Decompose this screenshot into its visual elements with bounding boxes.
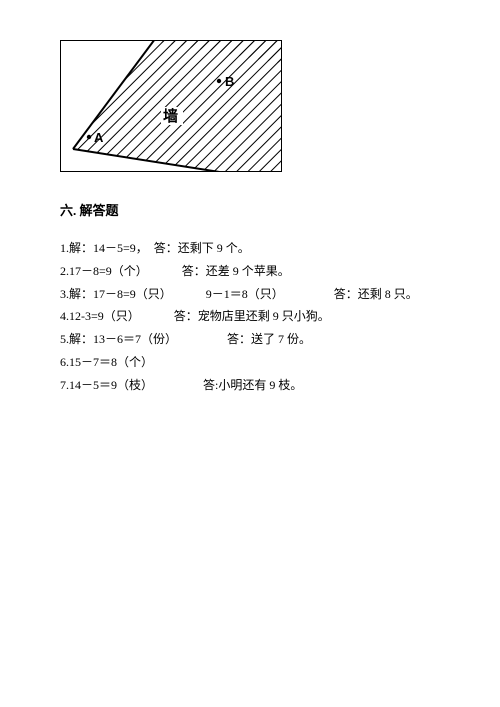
a1-ans: 答：还剩下 9 个。 xyxy=(154,241,250,255)
point-a-dot xyxy=(87,135,91,139)
a2-ans: 答：还差 9 个苹果。 xyxy=(182,264,290,278)
point-b-dot xyxy=(217,79,221,83)
geometry-figure: A B 墙 xyxy=(60,40,282,172)
a2-expr: 2.17－8=9（个） xyxy=(60,264,148,278)
a4-expr: 4.12-3=9（只） xyxy=(60,309,140,323)
a5-ans: 答：送了 7 份。 xyxy=(227,332,311,346)
answers-block: 1.解：14－5=9， 答：还剩下 9 个。 2.17－8=9（个） 答：还差 9… xyxy=(60,237,440,397)
answer-4: 4.12-3=9（只） 答：宠物店里还剩 9 只小狗。 xyxy=(60,305,440,328)
answer-1: 1.解：14－5=9， 答：还剩下 9 个。 xyxy=(60,237,440,260)
point-a-label: A xyxy=(94,130,104,145)
a7-expr: 7.14－5＝9（枝） xyxy=(60,378,153,392)
section-title: 六. 解答题 xyxy=(60,200,440,219)
a3-expr2: 9－1＝8（只） xyxy=(206,287,284,301)
a5-expr: 5.解：13－6＝7（份） xyxy=(60,332,177,346)
a6-expr: 6.15－7＝8（个） xyxy=(60,355,153,369)
answer-2: 2.17－8=9（个） 答：还差 9 个苹果。 xyxy=(60,260,440,283)
a1-expr: 1.解：14－5=9， xyxy=(60,241,148,255)
a4-ans: 答：宠物店里还剩 9 只小狗。 xyxy=(174,309,330,323)
answer-5: 5.解：13－6＝7（份） 答：送了 7 份。 xyxy=(60,328,440,351)
a7-ans: 答:小明还有 9 枝。 xyxy=(203,378,302,392)
point-b-label: B xyxy=(225,74,234,89)
figure-svg: A B 墙 xyxy=(61,41,281,171)
answer-7: 7.14－5＝9（枝） 答:小明还有 9 枝。 xyxy=(60,374,440,397)
answer-6: 6.15－7＝8（个） xyxy=(60,351,440,374)
a3-ans: 答：还剩 8 只。 xyxy=(334,287,418,301)
a3-expr1: 3.解：17－8=9（只） xyxy=(60,287,172,301)
wall-label: 墙 xyxy=(163,107,178,125)
answer-3: 3.解：17－8=9（只） 9－1＝8（只） 答：还剩 8 只。 xyxy=(60,283,440,306)
